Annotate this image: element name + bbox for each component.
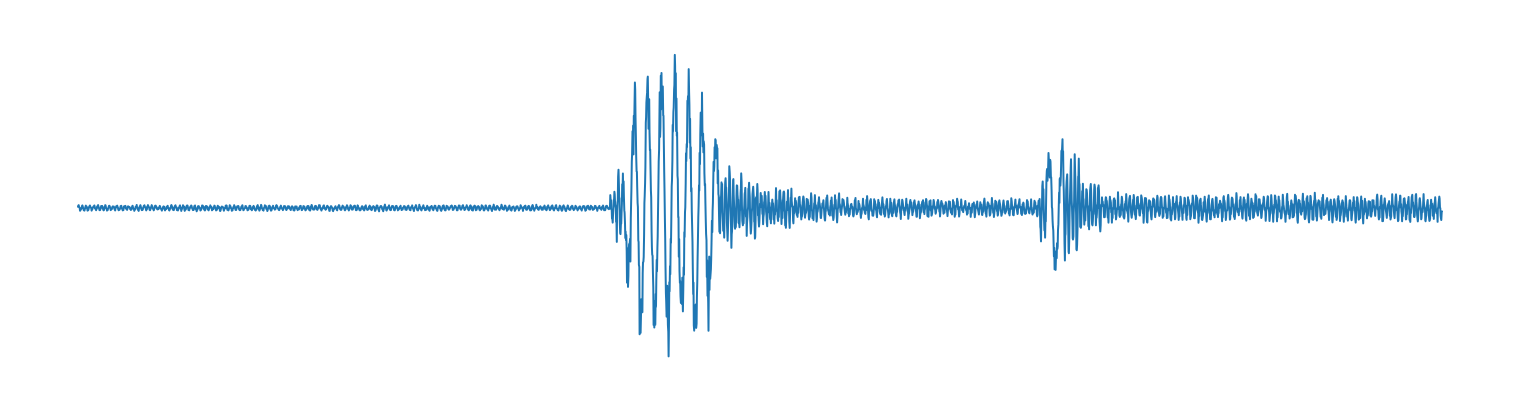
waveform-series-line [77, 53, 1443, 358]
